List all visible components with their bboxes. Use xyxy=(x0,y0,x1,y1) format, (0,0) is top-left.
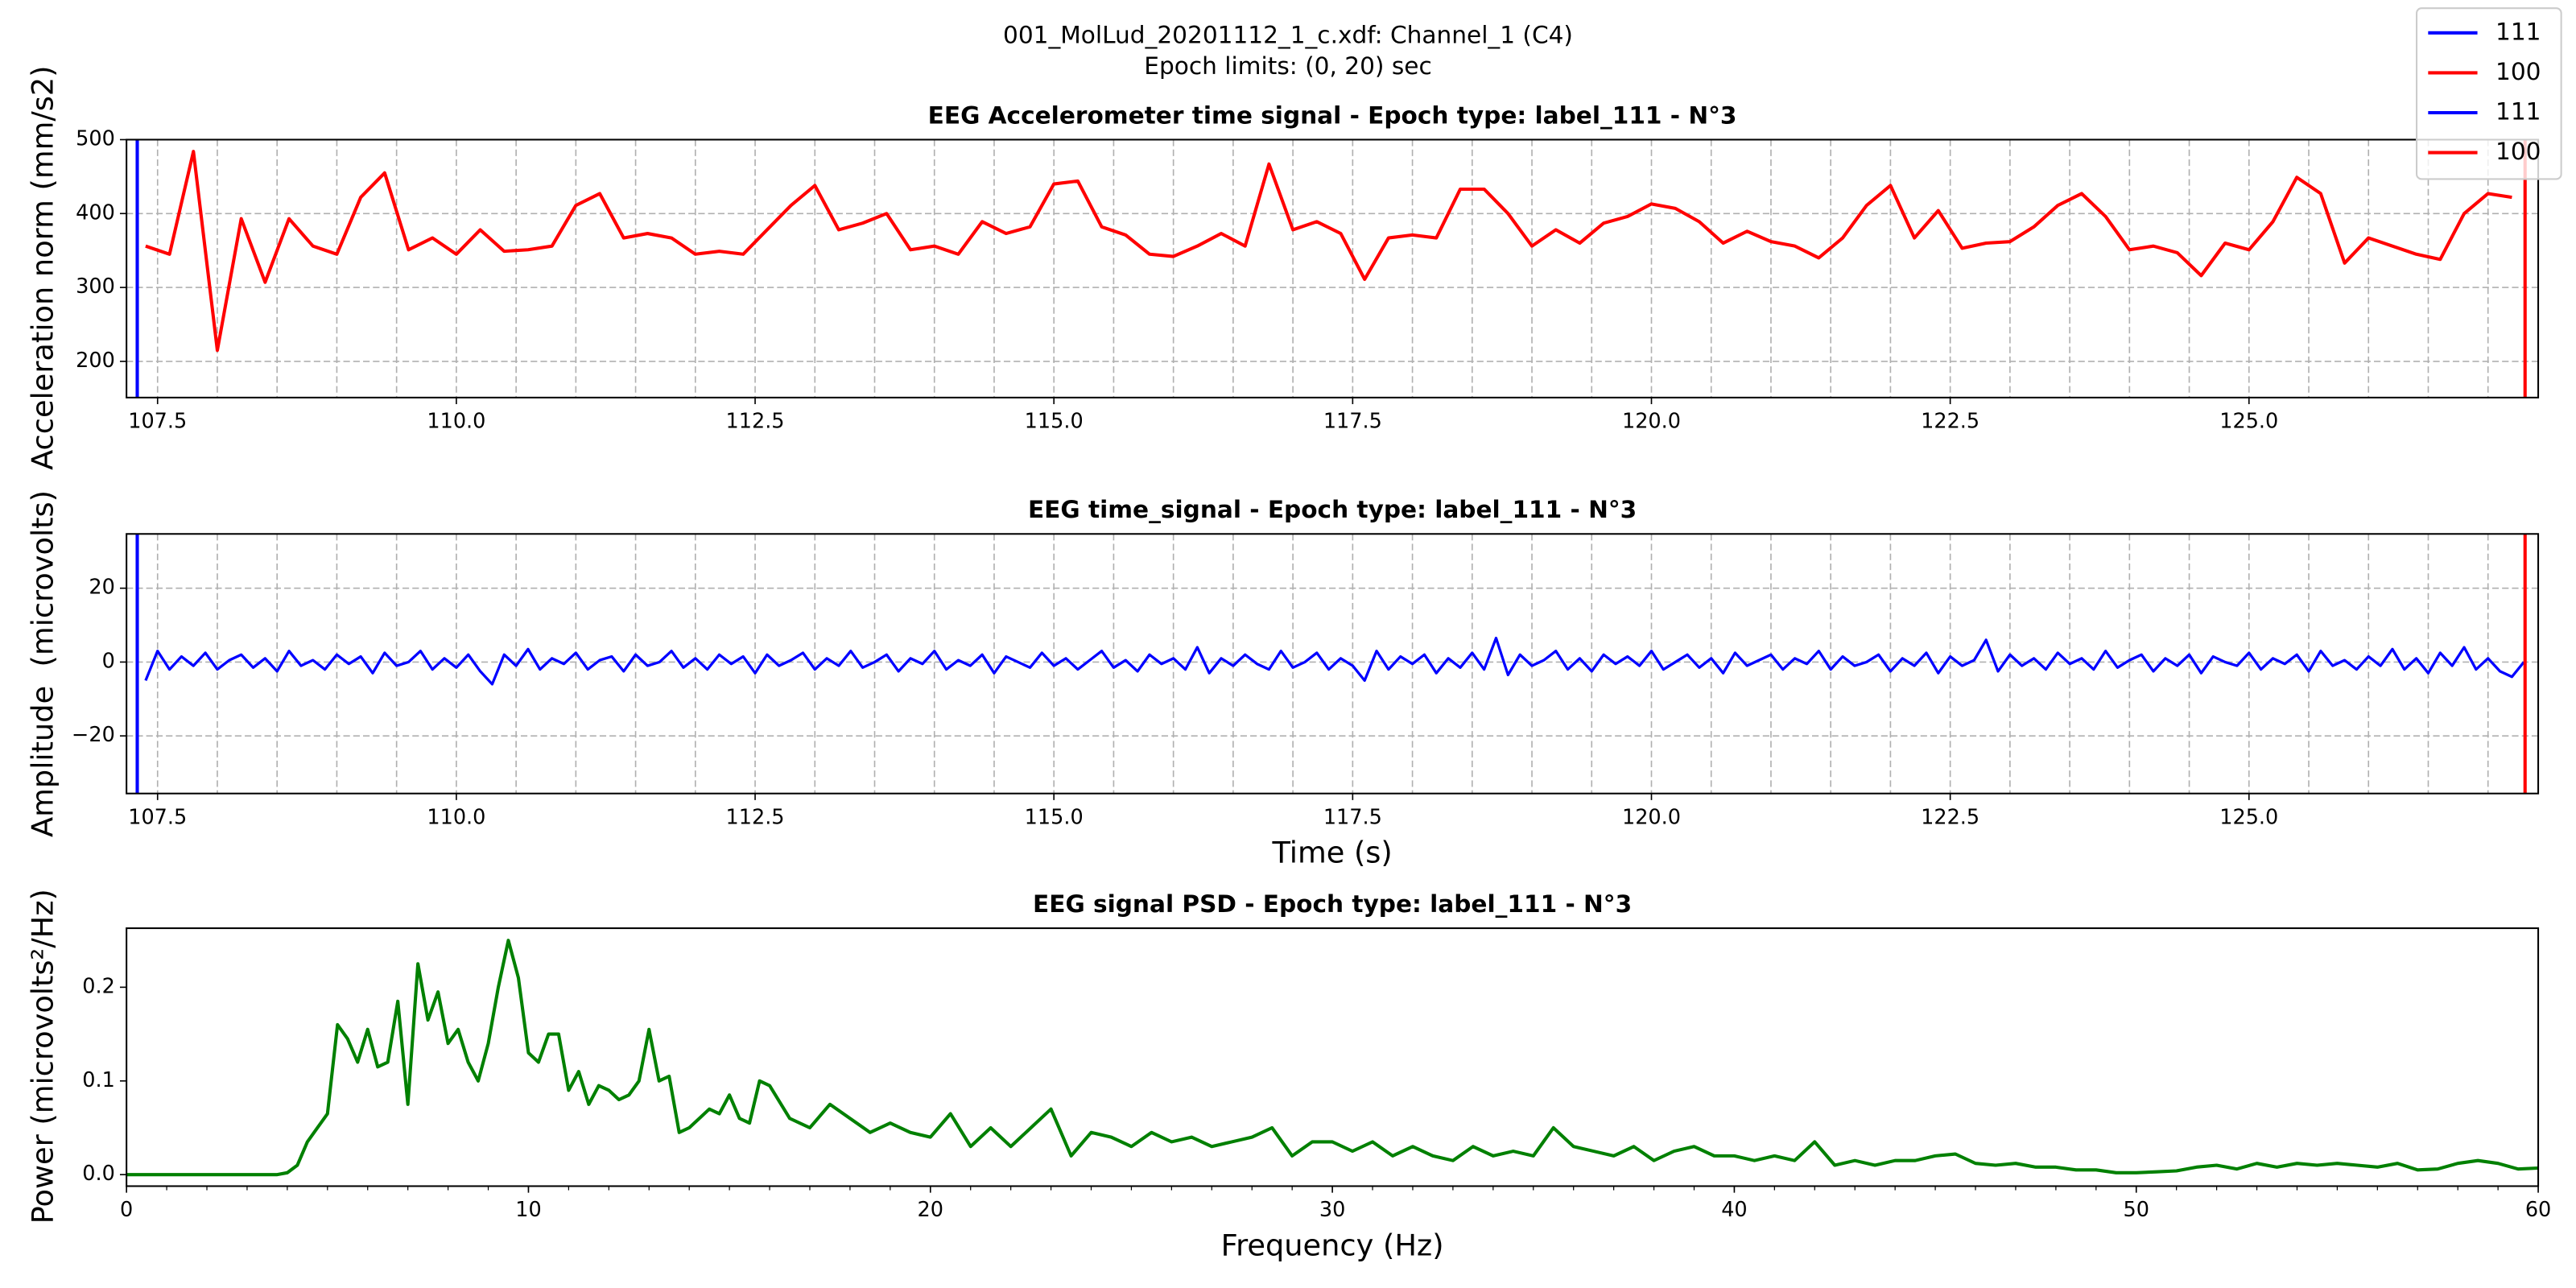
legend-label: 100 xyxy=(2496,58,2541,85)
axes-title: EEG time_signal - Epoch type: label_111 … xyxy=(1028,496,1637,523)
x-tick-label: 107.5 xyxy=(128,409,187,433)
x-tick-label: 107.5 xyxy=(128,805,187,829)
x-tick-label: 115.0 xyxy=(1025,805,1084,829)
x-tick-label: 30 xyxy=(1319,1198,1345,1222)
y-tick-label: 400 xyxy=(76,200,115,225)
x-tick-label: 110.0 xyxy=(427,805,485,829)
legend-label: 111 xyxy=(2496,18,2541,45)
x-tick-label: 50 xyxy=(2124,1198,2149,1222)
x-axis-label: Time (s) xyxy=(1271,836,1392,870)
legend: 111 100 111 100 xyxy=(2416,7,2562,180)
x-tick-label: 125.0 xyxy=(2219,805,2278,829)
axes-title: EEG Accelerometer time signal - Epoch ty… xyxy=(928,101,1737,129)
axes-frame xyxy=(126,533,2540,795)
axes-title: EEG signal PSD - Epoch type: label_111 -… xyxy=(1033,890,1632,918)
x-tick-label: 117.5 xyxy=(1323,409,1382,433)
legend-label: 100 xyxy=(2496,138,2541,165)
x-tick-label: 122.5 xyxy=(1921,805,1979,829)
y-tick-label: 0.1 xyxy=(82,1068,115,1092)
figure-title: 001_MolLud_20201112_1_c.xdf: Channel_1 (… xyxy=(1003,21,1573,48)
x-tick-label: 122.5 xyxy=(1921,409,1979,433)
x-tick-label: 120.0 xyxy=(1622,805,1681,829)
x-tick-label: 0 xyxy=(120,1198,133,1222)
y-tick-label: 0.2 xyxy=(82,974,115,998)
x-tick-label: 125.0 xyxy=(2219,409,2278,433)
data-line xyxy=(144,636,2525,686)
x-tick-label: 117.5 xyxy=(1323,805,1382,829)
x-tick-label: 110.0 xyxy=(427,409,485,433)
x-tick-label: 112.5 xyxy=(726,409,785,433)
y-tick-label: 0.0 xyxy=(82,1162,115,1186)
y-axis-label: Amplitude (microvolts) xyxy=(26,490,60,837)
axes-frame xyxy=(126,927,2540,1187)
y-tick-label: 200 xyxy=(76,349,115,373)
x-axis-label: Frequency (Hz) xyxy=(1221,1228,1444,1262)
x-tick-label: 10 xyxy=(515,1198,541,1222)
y-tick-label: 20 xyxy=(89,576,114,600)
y-tick-label: −20 xyxy=(72,723,115,747)
legend-box xyxy=(2416,7,2562,180)
figure-subtitle: Epoch limits: (0, 20) sec xyxy=(1144,52,1431,80)
x-tick-label: 120.0 xyxy=(1622,409,1681,433)
x-tick-label: 112.5 xyxy=(726,805,785,829)
y-axis-label: Power (microvolts²/Hz) xyxy=(26,889,60,1224)
legend-label: 111 xyxy=(2496,98,2541,126)
axes-frame xyxy=(126,138,2540,398)
x-tick-label: 40 xyxy=(1721,1198,1747,1222)
data-line xyxy=(145,150,2512,353)
y-tick-label: 500 xyxy=(76,126,115,151)
data-line xyxy=(126,939,2539,1177)
x-tick-label: 20 xyxy=(918,1198,943,1222)
x-tick-label: 115.0 xyxy=(1025,409,1084,433)
y-tick-label: 0 xyxy=(102,649,115,673)
y-tick-label: 300 xyxy=(76,275,115,299)
x-tick-label: 60 xyxy=(2525,1198,2551,1222)
y-axis-label: Acceleration norm (mm/s2) xyxy=(26,65,60,470)
